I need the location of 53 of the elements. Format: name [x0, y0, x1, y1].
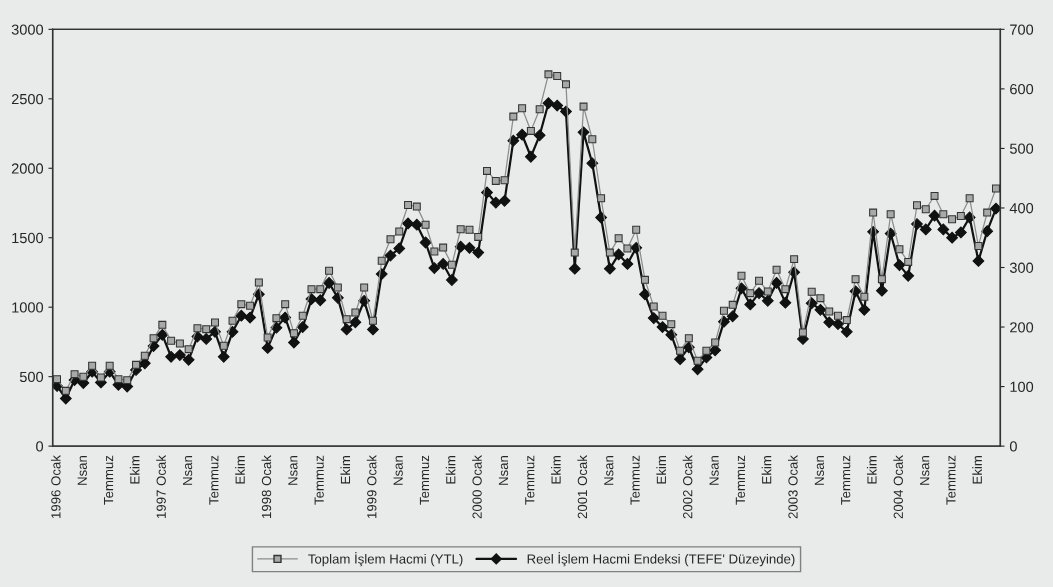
- x-tick-label: Ekim: [656, 456, 666, 484]
- x-tick-label: Nsan: [814, 456, 824, 485]
- x-tick-label: Nsan: [288, 456, 298, 485]
- y-tick-label: 3000: [11, 24, 44, 35]
- x-tick-label: Temmuz: [209, 455, 219, 505]
- x-tick-label: 2003 Ocak: [787, 455, 798, 519]
- x-tick-label: Nsan: [604, 456, 614, 485]
- x-tick-label: Nsan: [77, 456, 87, 485]
- legend-label: Reel İşlem Hacmi Endeksi (TEFE' Düzeyinde): [527, 552, 795, 567]
- x-tick-label: Ekim: [972, 456, 982, 484]
- x-tick-label: Temmuz: [104, 455, 114, 505]
- x-tick-label: Nsan: [393, 456, 403, 485]
- y2-tick-label: 600: [1010, 83, 1034, 95]
- x-tick-label: Temmuz: [735, 455, 746, 505]
- x-tick-label: 1996 Ocak: [50, 455, 61, 518]
- y-tick-label: 2000: [11, 163, 44, 174]
- x-tick-label: Ekim: [866, 456, 877, 484]
- y-tick-label: 1000: [12, 302, 44, 313]
- x-tick-label: Ekim: [761, 456, 772, 484]
- y2-tick-label: 500: [1009, 143, 1034, 154]
- y-tick-label: 2500: [11, 93, 44, 105]
- y2-tick-label: 400: [1009, 203, 1034, 214]
- x-tick-label: 1999 Ocak: [366, 455, 377, 518]
- legend-label: Toplam İşlem Hacmi (YTL): [308, 552, 463, 567]
- x-tick-label: Temmuz: [841, 455, 851, 505]
- x-tick-label: 1998 Ocak: [261, 455, 272, 518]
- y-tick-label: 1500: [12, 232, 44, 244]
- x-tick-label: Ekim: [235, 456, 245, 484]
- x-tick-label: Ekim: [340, 456, 351, 484]
- x-tick-label: 2004 Ocak: [893, 455, 903, 519]
- x-tick-label: Nsan: [920, 456, 930, 485]
- x-tick-label: 2000 Ocak: [472, 455, 482, 519]
- x-tick-label: Ekim: [445, 456, 456, 484]
- x-tick-label: 1997 Ocak: [156, 455, 166, 518]
- y-tick-label: 0: [36, 441, 44, 452]
- y2-tick-label: 700: [1010, 24, 1034, 35]
- x-tick-label: Temmuz: [419, 455, 430, 505]
- y2-tick-label: 200: [1010, 322, 1034, 333]
- x-tick-label: Temmuz: [525, 455, 535, 505]
- y2-tick-label: 300: [1009, 262, 1034, 273]
- x-tick-label: Temmuz: [630, 455, 640, 505]
- x-tick-label: 2002 Ocak: [682, 455, 693, 519]
- x-tick-label: Nsan: [709, 456, 719, 485]
- x-tick-label: Temmuz: [946, 455, 956, 505]
- x-tick-label: 2001 Ocak: [577, 455, 588, 519]
- y-tick-label: 500: [19, 371, 44, 383]
- x-tick-label: Ekim: [551, 456, 561, 484]
- x-tick-label: Ekim: [129, 456, 140, 484]
- x-tick-label: Nsan: [183, 456, 193, 485]
- y2-tick-label: 100: [1010, 381, 1034, 393]
- x-tick-label: Temmuz: [314, 455, 324, 505]
- y2-tick-label: 0: [1009, 441, 1017, 452]
- x-tick-label: Nsan: [498, 456, 509, 485]
